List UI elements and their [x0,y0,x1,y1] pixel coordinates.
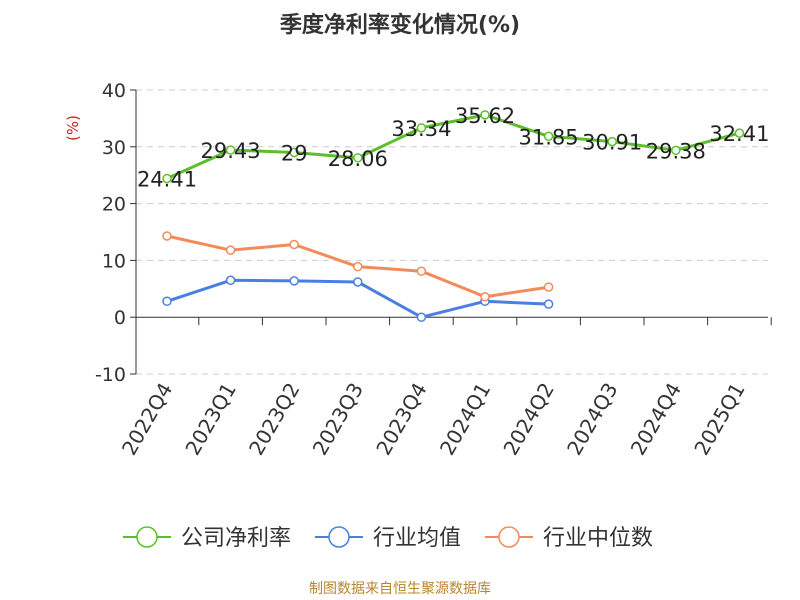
y-axis-label: (%) [64,115,82,141]
data-point [162,296,172,307]
series-1 [162,275,554,322]
x-tick-label: 2024Q3 [562,379,622,460]
data-point [353,261,363,272]
data-label: 24.41 [137,168,197,192]
y-tick-label: 0 [114,307,126,329]
legend-label: 公司净利率 [181,526,291,551]
legend-marker [498,526,520,548]
data-point [543,131,554,142]
source-footer: 制图数据来自恒生聚源数据库 [309,581,491,597]
data-label: 29 [281,141,308,165]
data-label: 29.38 [646,139,706,163]
data-label: 30.91 [582,131,642,155]
legend-label: 行业中位数 [543,526,653,551]
x-tick-label: 2024Q2 [498,379,558,460]
legend: 公司净利率 行业均值 行业中位数 [123,526,653,551]
y-tick-label: 30 [102,137,126,159]
series-line [166,113,740,180]
data-point [353,153,363,163]
data-point [480,110,490,120]
y-tick-label: 20 [102,194,126,216]
data-label: 35.62 [455,104,515,128]
x-tick-label: 2023Q4 [371,379,431,460]
data-point [225,145,236,155]
data-point [543,282,554,292]
series-lines [162,110,745,322]
data-point [289,147,299,158]
y-tick-label: 10 [102,250,126,272]
x-tick-label: 2023Q3 [308,379,368,460]
data-point [416,266,427,276]
data-point [289,239,299,250]
data-label: 28.06 [328,147,388,171]
x-tick-label: 2024Q1 [435,379,495,460]
x-tick-label: 2023Q2 [244,379,304,460]
legend-item-2: 行业中位数 [485,526,653,551]
grid-lines [136,89,768,375]
data-point [162,173,172,184]
data-label: 33.34 [391,117,451,141]
data-point [607,136,617,147]
data-label: 29.43 [201,139,261,163]
data-label: 31.85 [519,125,579,149]
legend-label: 行业均值 [373,526,461,551]
legend-marker [328,526,350,548]
x-tick-label: 2025Q1 [689,379,749,460]
y-tick-label: -10 [95,364,126,386]
data-point [225,275,236,286]
data-point [289,276,299,286]
y-tick-label: 40 [102,80,126,102]
data-point [225,245,236,255]
data-point [543,299,554,309]
x-tick-label: 2022Q4 [117,379,177,460]
x-tick-label: 2024Q4 [626,379,686,460]
series-0 [162,110,745,184]
chart-title: 季度净利率变化情况(%) [280,12,520,38]
data-label: 32.41 [709,122,769,146]
x-tick-label: 2023Q1 [180,379,240,460]
data-point [734,128,745,138]
data-point [480,292,490,302]
series-2 [162,231,554,302]
data-point [353,277,363,287]
legend-marker [136,526,158,548]
legend-item-1: 行业均值 [315,526,461,551]
data-point [671,145,681,156]
data-point [162,231,172,241]
legend-item-0: 公司净利率 [123,526,291,551]
data-point [416,123,427,133]
data-point [416,312,427,322]
